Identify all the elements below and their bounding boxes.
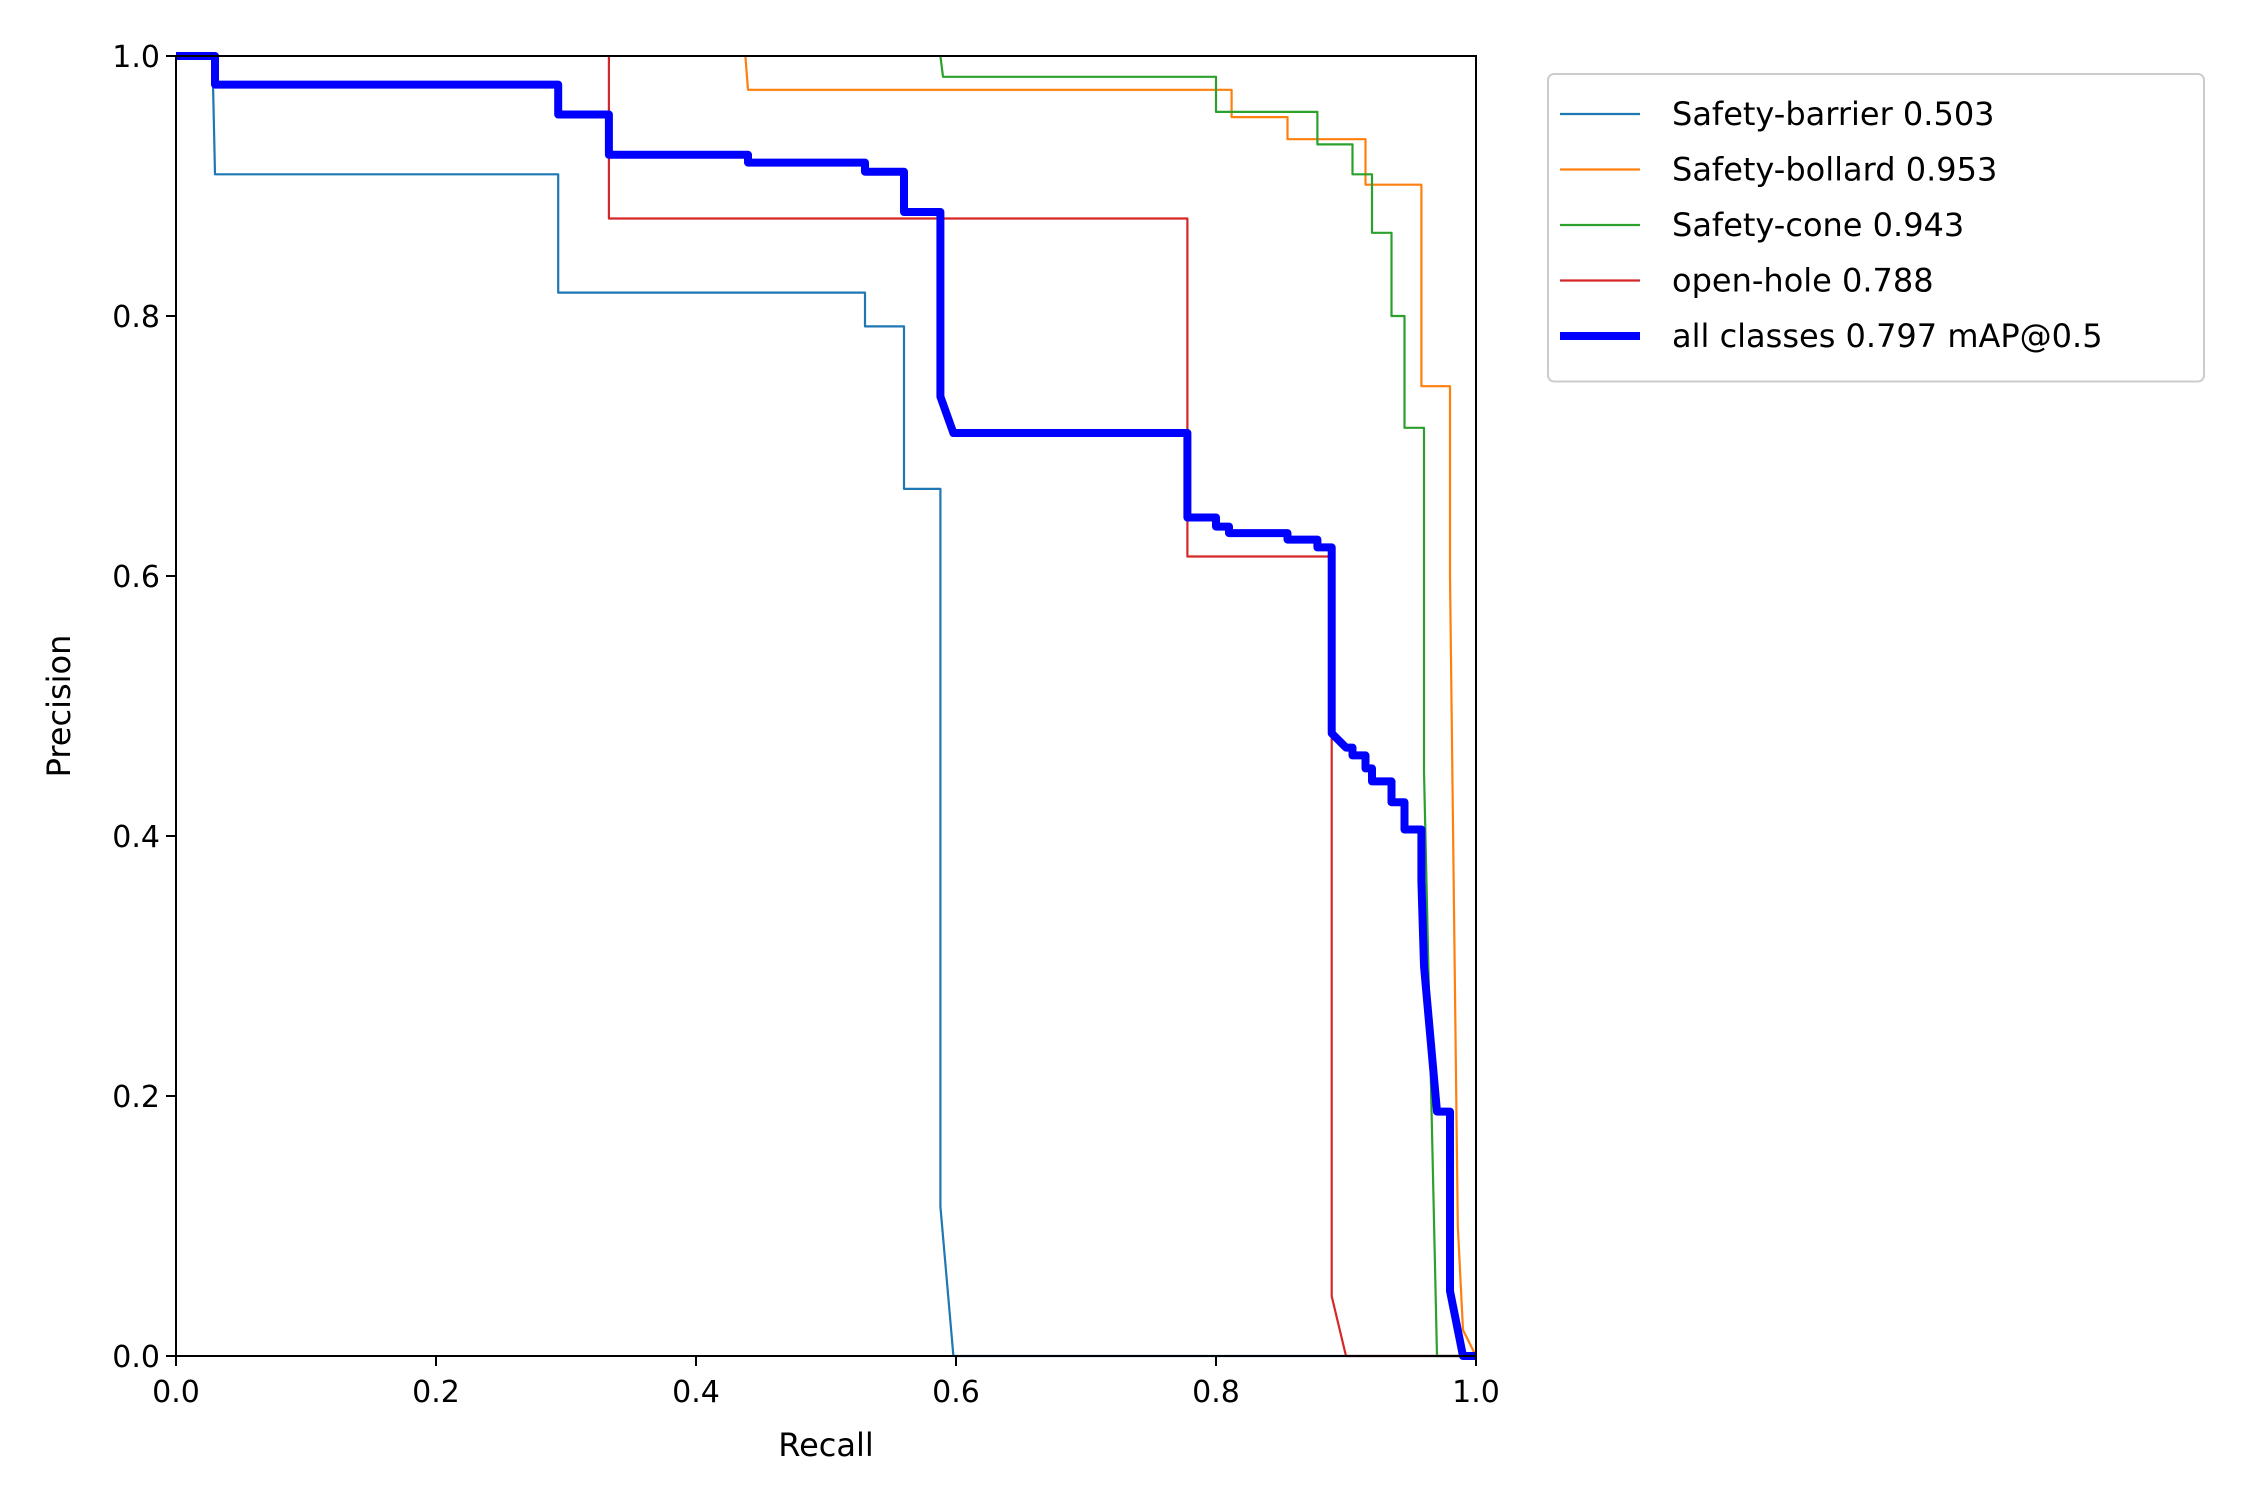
x-tick-label: 0.2 <box>412 1375 460 1410</box>
legend-entry-label: open-hole 0.788 <box>1672 262 1934 300</box>
x-tick-label: 0.8 <box>1192 1375 1240 1410</box>
ticks-layer: 0.0 0.2 0.4 0.6 0.8 1.0 0.0 0.2 0.4 0.6 0.8 1.0 <box>112 40 1500 1410</box>
legend: Safety-barrier 0.503 Safety-bollard 0.953… <box>1547 73 2205 383</box>
plot-frame <box>175 55 1477 1357</box>
series-layer <box>176 52 1477 1360</box>
x-tick-label: 1.0 <box>1452 1375 1500 1410</box>
series-line-0 <box>176 54 1476 1358</box>
y-tick-label: 0.0 <box>112 1340 160 1375</box>
legend-entry-label: Safety-bollard 0.953 <box>1672 151 1997 189</box>
x-tick-label: 0.0 <box>152 1375 200 1410</box>
x-tick-label: 0.6 <box>932 1375 980 1410</box>
series-line-1 <box>744 55 1477 1357</box>
series-line-3 <box>607 56 1476 1358</box>
series-line-2 <box>939 55 1476 1358</box>
legend-entry-label: Safety-barrier 0.503 <box>1672 95 1995 133</box>
y-tick-label: 0.8 <box>112 300 160 335</box>
legend-box <box>1547 73 2205 383</box>
series-line-4 <box>176 52 1476 1360</box>
y-tick-label: 0.6 <box>112 560 160 595</box>
y-tick-label: 0.4 <box>112 820 160 855</box>
legend-entry-label: all classes 0.797 mAP@0.5 <box>1672 317 2103 355</box>
y-tick-label: 1.0 <box>112 40 160 75</box>
y-tick-label: 0.2 <box>112 1080 160 1115</box>
x-axis-label: Recall <box>778 1426 873 1464</box>
y-axis-label: Precision <box>40 635 78 778</box>
x-tick-label: 0.4 <box>672 1375 720 1410</box>
legend-entry-label: Safety-cone 0.943 <box>1672 206 1964 244</box>
